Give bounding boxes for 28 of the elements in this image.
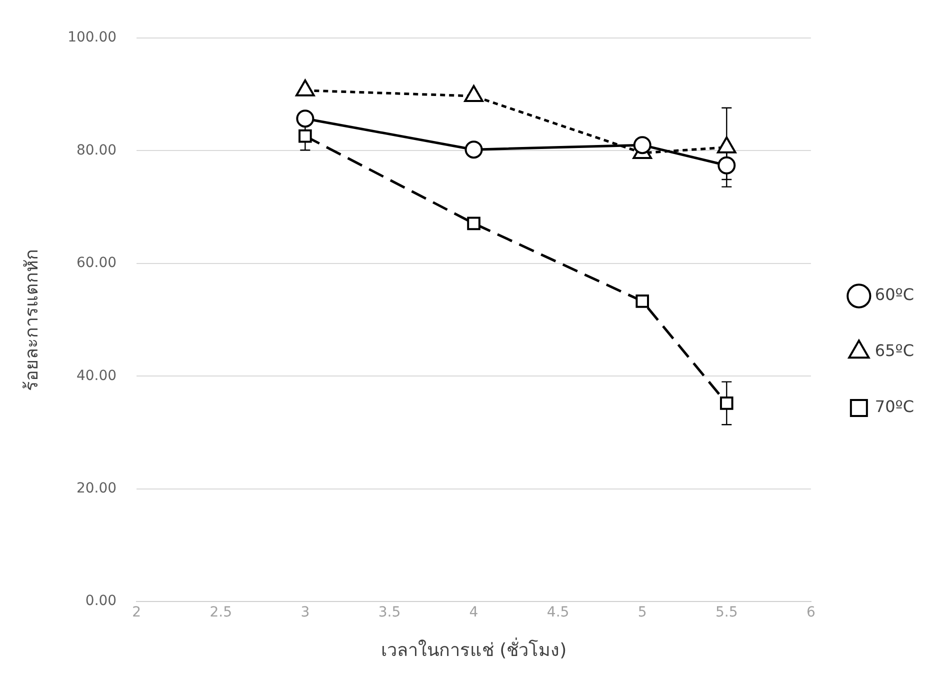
y-tick-label: 0.00 [85, 593, 117, 610]
y-tick-label: 40.00 [76, 368, 117, 384]
legend-label: 60ºC [874, 285, 914, 304]
x-tick-label: 5 [638, 604, 647, 621]
legend-label: 70ºC [874, 397, 914, 416]
point [298, 129, 312, 143]
x-tick-label: 6 [806, 604, 816, 621]
y-tick-label: 20.00 [76, 480, 117, 497]
x-tick-label: 3 [300, 604, 310, 621]
point [464, 140, 483, 159]
point [636, 294, 649, 308]
x-tick-label: 2.5 [210, 604, 232, 621]
x-axis-title: เวลาในการแช่ (ชั่วโมง) [380, 636, 567, 661]
x-tick-label: 3.5 [378, 604, 401, 621]
y-axis-title: ร้อยละการแตกหัก [21, 248, 42, 391]
point [718, 156, 736, 174]
x-tick-label: 4.5 [546, 604, 570, 621]
x-tick-label: 5.5 [716, 604, 738, 621]
legend-label: 65ºC [874, 341, 914, 360]
y-tick-label: 100.00 [68, 30, 117, 46]
y-tick-label: 80.00 [76, 142, 117, 158]
point [296, 110, 314, 128]
point [720, 396, 734, 410]
x-tick-label: 4 [469, 604, 478, 621]
x-tick-label: 2 [132, 604, 142, 621]
point [467, 216, 480, 230]
y-tick-label: 60.00 [76, 255, 117, 272]
point [633, 136, 652, 154]
